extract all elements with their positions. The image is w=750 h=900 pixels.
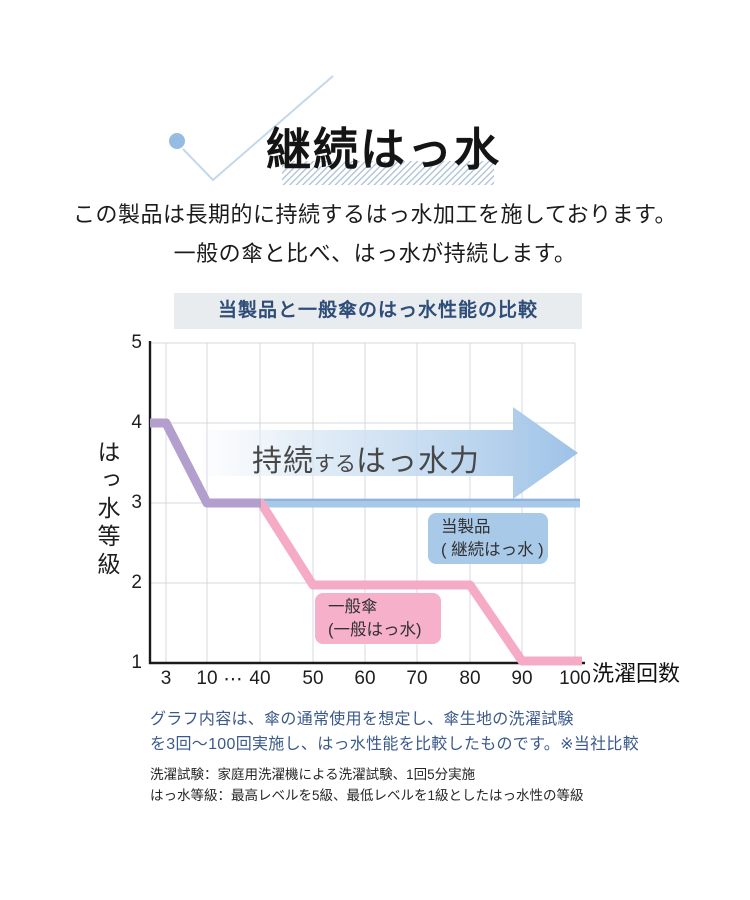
legend-product-box: 当製品 ( 継続はっ水 )	[428, 513, 548, 564]
legend-general-line2: (一般はっ水)	[328, 620, 422, 639]
arrow-annotation: 持続するはっ水力	[228, 436, 504, 480]
chart-title: 当製品と一般傘のはっ水性能の比較	[174, 293, 582, 329]
arrow-annotation-part3: はっ水力	[356, 445, 480, 478]
axes	[148, 341, 585, 665]
arrow-annotation-part1: 持続	[252, 445, 314, 478]
page-title: 継続はっ水	[266, 124, 502, 175]
legend-general-line1: 一般傘	[328, 598, 378, 616]
y-axis-label: はっ水等級	[94, 440, 120, 580]
legend-product-line2: ( 継続はっ水 )	[441, 540, 544, 559]
legend-general-box: 一般傘 (一般はっ水)	[315, 593, 441, 644]
persistence-arrow	[203, 407, 578, 499]
small-note: 洗濯試験：家庭用洗濯機による洗濯試験、1回5分実施 はっ水等級：最高レベルを5級…	[150, 765, 584, 806]
legend-product-line1: 当製品	[441, 518, 491, 536]
graph-note-line2: を3回〜100回実施し、はっ水性能を比較したものです。※当社比較	[150, 736, 640, 753]
graph-note: グラフ内容は、傘の通常使用を想定し、傘生地の洗濯試験 を3回〜100回実施し、は…	[150, 707, 639, 757]
description-line-2: 一般の傘と比べ、はっ水が持続します。	[173, 241, 577, 266]
description-line-1: この製品は長期的に持続するはっ水加工を施しております。	[73, 202, 677, 227]
series-overlap-segment	[150, 418, 261, 508]
small-note-line1: 洗濯試験：家庭用洗濯機による洗濯試験、1回5分実施	[150, 767, 476, 782]
arrow-annotation-part2: する	[314, 453, 356, 476]
title-hatch-shadow	[282, 161, 494, 185]
x-axis-label: 洗濯回数	[592, 661, 681, 686]
graph-note-line1: グラフ内容は、傘の通常使用を想定し、傘生地の洗濯試験	[150, 711, 574, 728]
small-note-line2: はっ水等級：最高レベルを5級、最低レベルを1級としたはっ水性の等級	[150, 787, 584, 803]
